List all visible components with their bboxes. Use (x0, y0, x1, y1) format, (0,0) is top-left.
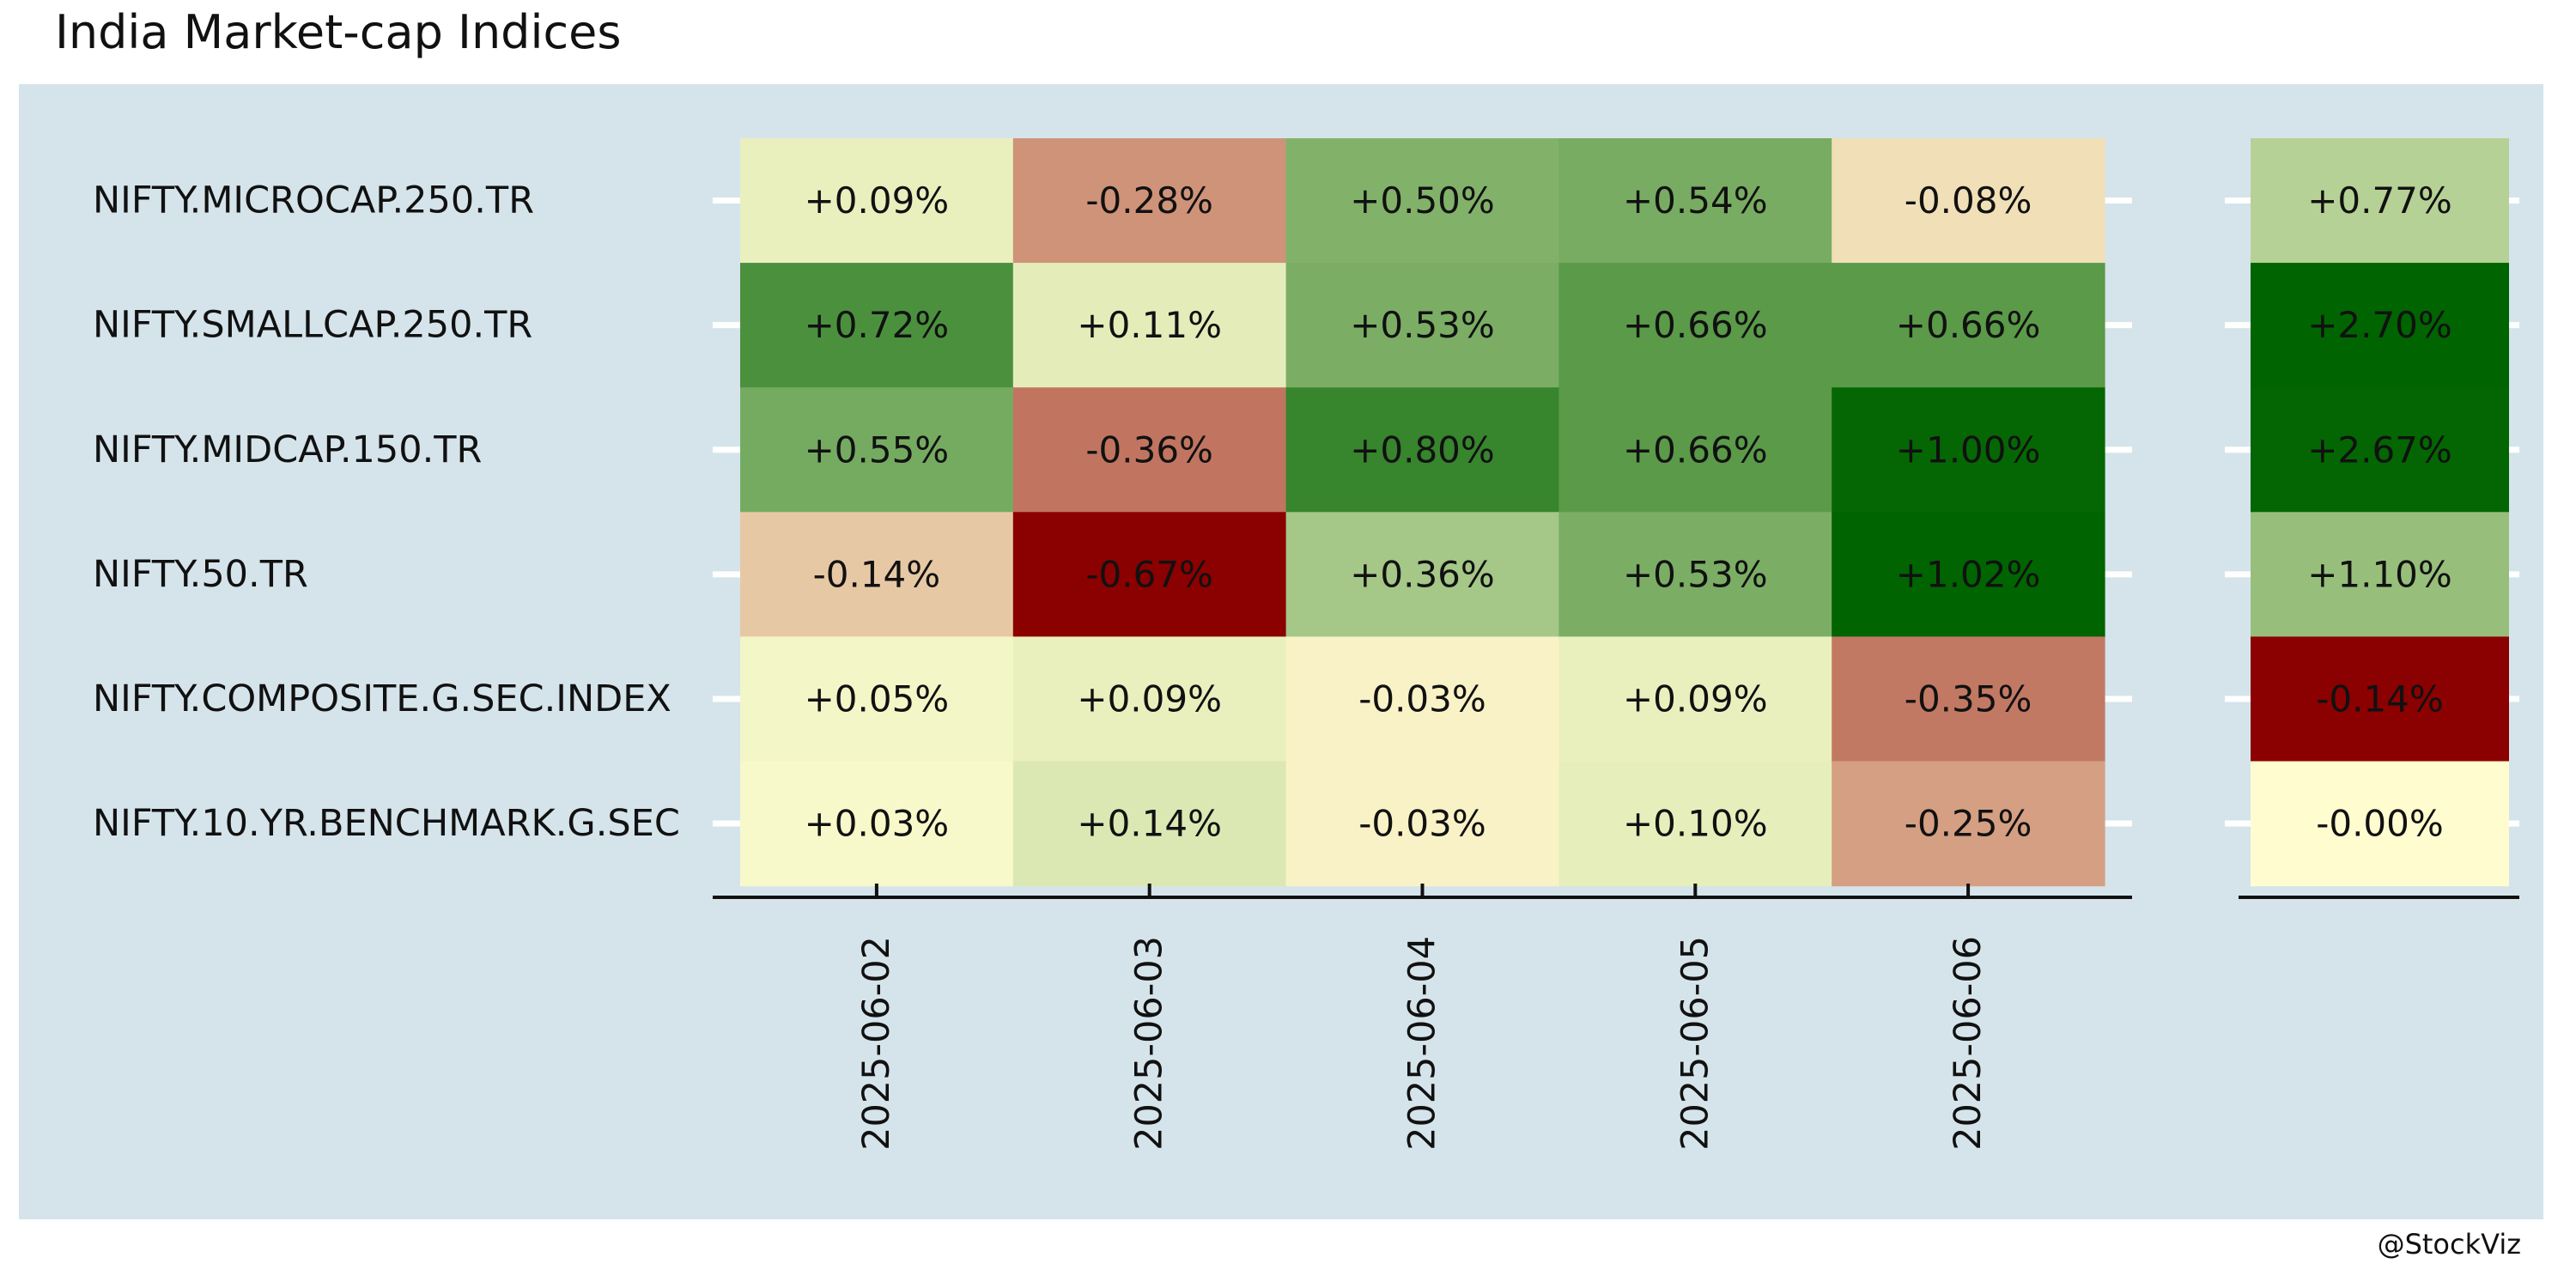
cell-label: -0.25% (1905, 803, 2032, 845)
total-label: +2.70% (2307, 304, 2452, 346)
heatmap-cell (740, 512, 1014, 637)
heatmap-cell (1558, 761, 1832, 887)
chart-title: India Market-cap Indices (55, 5, 622, 59)
heatmap-cell (1832, 263, 2105, 388)
row-label: NIFTY.SMALLCAP.250.TR (93, 304, 532, 347)
heatmap-cell (1832, 761, 2105, 887)
heatmap-cell (740, 138, 1014, 264)
heatmap-cell (1832, 138, 2105, 264)
cell-label: +0.10% (1623, 803, 1768, 845)
heatmap-cell (1558, 387, 1832, 513)
total-cell (2251, 263, 2509, 388)
chart-caption: @StockViz (2378, 1228, 2521, 1261)
total-label: +0.77% (2307, 179, 2452, 222)
x-tick-label: 2025-06-04 (1401, 936, 1444, 1151)
total-label: -0.00% (2316, 803, 2444, 845)
total-cell (2251, 761, 2509, 887)
cell-label: -0.03% (1358, 803, 1486, 845)
x-tick-label: 2025-06-02 (855, 936, 898, 1151)
cell-label: -0.14% (813, 553, 941, 595)
heatmap-cell (1832, 387, 2105, 513)
cell-label: +0.53% (1350, 304, 1495, 346)
heatmap-cell (1012, 761, 1287, 887)
cell-label: -0.28% (1085, 179, 1213, 222)
heatmap-cell (740, 263, 1014, 388)
cell-label: +0.03% (805, 803, 950, 845)
cell-label: +0.05% (805, 677, 950, 720)
cell-label: +0.55% (805, 428, 950, 471)
cell-label: -0.36% (1085, 428, 1213, 471)
cell-label: +0.66% (1623, 428, 1768, 471)
cell-label: +0.09% (1623, 677, 1768, 720)
row-label: NIFTY.MICROCAP.250.TR (93, 179, 534, 222)
row-label: NIFTY.MIDCAP.150.TR (93, 428, 482, 471)
heatmap-cell (740, 636, 1014, 762)
heatmap-cell (1558, 636, 1832, 762)
heatmap-cell (1285, 512, 1559, 637)
heatmap-cell (740, 387, 1014, 513)
heatmap-cell (1012, 512, 1287, 637)
cell-label: +0.54% (1623, 179, 1768, 222)
heatmap-cell (1832, 636, 2105, 762)
cell-label: +0.14% (1077, 803, 1222, 845)
heatmap-cell (1285, 138, 1559, 264)
cell-label: +0.66% (1623, 304, 1768, 346)
total-cell (2251, 387, 2509, 513)
heatmap-cell (1012, 387, 1287, 513)
cell-label: -0.08% (1905, 179, 2032, 222)
total-label: +2.67% (2307, 428, 2452, 471)
cell-label: +1.02% (1896, 553, 2041, 595)
heatmap-cell (1558, 138, 1832, 264)
cell-label: -0.03% (1358, 677, 1486, 720)
x-tick-label: 2025-06-03 (1128, 936, 1171, 1151)
total-cell (2251, 138, 2509, 264)
row-label: NIFTY.50.TR (93, 553, 308, 596)
x-tick-label: 2025-06-05 (1674, 936, 1716, 1151)
total-cell (2251, 512, 2509, 637)
cell-label: +1.00% (1896, 428, 2041, 471)
cell-label: +0.36% (1350, 553, 1495, 595)
total-cell (2251, 636, 2509, 762)
heatmap-cell (1012, 138, 1287, 264)
cell-label: +0.11% (1077, 304, 1222, 346)
heatmap-cell (1012, 263, 1287, 388)
x-tick-label: 2025-06-06 (1947, 936, 1990, 1151)
cell-label: +0.72% (805, 304, 950, 346)
row-label: NIFTY.COMPOSITE.G.SEC.INDEX (93, 677, 671, 720)
heatmap-cell (1558, 263, 1832, 388)
cell-label: -0.67% (1085, 553, 1213, 595)
heatmap-cell (1558, 512, 1832, 637)
cell-label: +0.53% (1623, 553, 1768, 595)
cell-label: +0.09% (1077, 677, 1222, 720)
cell-label: +0.50% (1350, 179, 1495, 222)
total-label: -0.14% (2316, 677, 2444, 720)
cell-label: +0.09% (805, 179, 950, 222)
heatmap-cell (1012, 636, 1287, 762)
heatmap-cell (1285, 636, 1559, 762)
cell-label: -0.35% (1905, 677, 2032, 720)
total-label: +1.10% (2307, 553, 2452, 595)
cell-label: +0.80% (1350, 428, 1495, 471)
heatmap-cell (1832, 512, 2105, 637)
heatmap-cell (1285, 387, 1559, 513)
heatmap-cell (1285, 263, 1559, 388)
cell-label: +0.66% (1896, 304, 2041, 346)
heatmap-cell (1285, 761, 1559, 887)
heatmap-cell (740, 761, 1014, 887)
row-label: NIFTY.10.YR.BENCHMARK.G.SEC (93, 802, 680, 845)
